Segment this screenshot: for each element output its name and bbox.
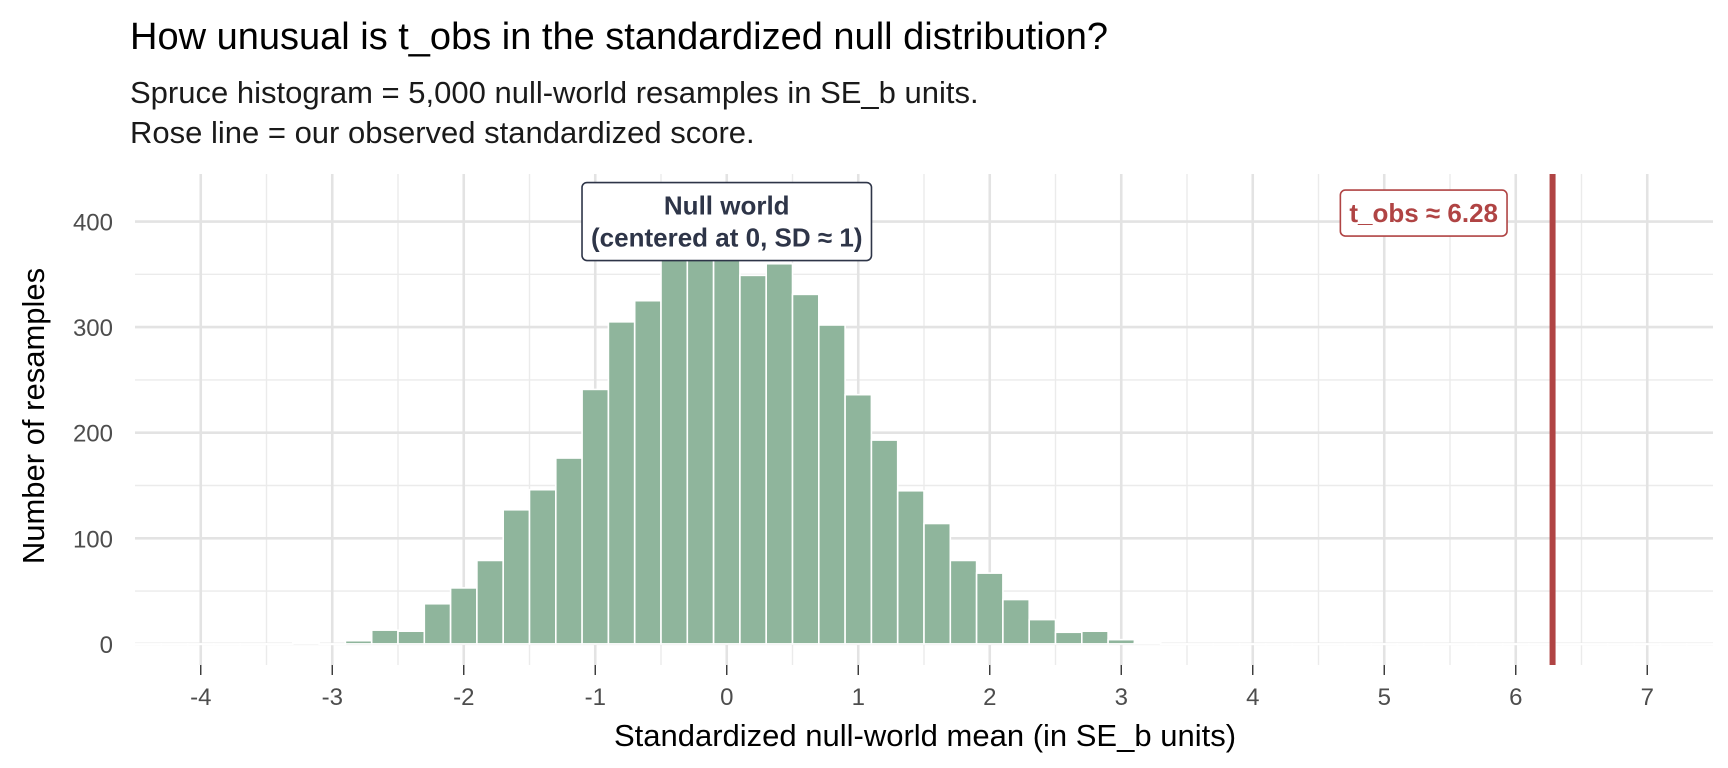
- x-tick-label: 4: [1246, 684, 1259, 711]
- histogram-bar: [896, 489, 925, 645]
- histogram-bar: [1238, 643, 1267, 646]
- annotation-text: t_obs ≈ 6.28: [1349, 198, 1498, 228]
- histogram-bar: [739, 274, 768, 645]
- histogram-bar: [1265, 643, 1294, 646]
- histogram-bar: [1396, 643, 1425, 646]
- histogram-bar: [239, 643, 268, 646]
- y-tick-label: 400: [73, 210, 113, 237]
- histogram-bar: [607, 321, 636, 645]
- histogram-bar: [291, 642, 320, 645]
- histogram-bar: [1633, 643, 1662, 646]
- histogram-bar: [476, 559, 504, 645]
- annotation-box: [581, 181, 873, 262]
- x-tick-label: -3: [322, 684, 343, 711]
- x-tick-label: -1: [585, 684, 606, 711]
- histogram-bar: [1317, 643, 1346, 646]
- null-world-annotation: Null world(centered at 0, SD ≈ 1): [581, 181, 873, 262]
- x-tick-label: 3: [1115, 684, 1128, 711]
- histogram-bar: [712, 194, 741, 645]
- histogram-bars: [134, 194, 1714, 646]
- histogram-bar: [1054, 631, 1083, 645]
- histogram-bar: [502, 508, 531, 645]
- histogram-bar: [1291, 643, 1320, 646]
- x-tick-label: 5: [1378, 684, 1391, 711]
- x-axis-ticks: -4 -3 -2 -1 0 1 2 3 4 5 6 7: [190, 665, 1654, 711]
- annotation-box: [1339, 189, 1508, 237]
- histogram-bar: [160, 643, 189, 646]
- histogram-bar: [581, 388, 610, 645]
- histogram-bar: [1212, 643, 1241, 646]
- y-tick-label: 200: [73, 421, 113, 448]
- histogram-bar: [397, 630, 426, 645]
- histogram-bar: [660, 250, 689, 645]
- histogram-bar: [265, 643, 294, 646]
- chart-subtitle-line-1: Spruce histogram = 5,000 null-world resa…: [130, 75, 979, 110]
- x-tick-label: -2: [453, 684, 474, 711]
- histogram-bar: [791, 293, 820, 645]
- y-tick-label: 100: [73, 526, 113, 553]
- x-tick-label: 7: [1641, 684, 1654, 711]
- histogram-bar: [1659, 643, 1688, 646]
- histogram-bar: [528, 488, 557, 645]
- chart-title: How unusual is t_obs in the standardized…: [130, 16, 1109, 58]
- annotation-text: Null world: [664, 191, 790, 221]
- x-tick-label: 6: [1509, 684, 1522, 711]
- histogram-bar: [633, 299, 662, 645]
- histogram-bar: [949, 559, 978, 645]
- histogram-bar: [344, 639, 373, 645]
- histogram-bar: [1501, 643, 1530, 646]
- histogram-bar: [554, 457, 583, 645]
- histogram-bar: [1107, 638, 1136, 645]
- histogram-bar: [1580, 643, 1609, 646]
- histogram-bar: [765, 262, 794, 645]
- y-tick-label: 0: [100, 632, 113, 659]
- histogram-bar: [186, 643, 215, 646]
- histogram-bar: [1186, 643, 1215, 646]
- histogram-bar: [1028, 618, 1057, 645]
- histogram-bar: [1685, 643, 1714, 646]
- histogram-bar: [817, 324, 846, 645]
- histogram-bar: [1422, 643, 1451, 646]
- y-axis-title: Number of resamples: [16, 268, 51, 564]
- histogram-bar: [1475, 643, 1504, 646]
- histogram-bar: [1002, 598, 1031, 645]
- histogram-bar: [1449, 643, 1478, 646]
- t-obs-annotation: t_obs ≈ 6.28: [1339, 189, 1508, 237]
- y-axis-ticks: 0 100 200 300 400: [73, 210, 113, 659]
- histogram-bar: [1081, 630, 1109, 645]
- x-axis-title: Standardized null-world mean (in SE_b un…: [614, 718, 1236, 753]
- histogram-bar: [1554, 643, 1583, 646]
- x-tick-label: -4: [190, 684, 211, 711]
- histogram-bar: [423, 602, 452, 645]
- histogram-bar: [844, 393, 873, 645]
- annotations: Null world(centered at 0, SD ≈ 1) t_obs ≈…: [581, 181, 1508, 262]
- chart-subtitle-line-2: Rose line = our observed standardized sc…: [130, 115, 755, 150]
- annotation-text: (centered at 0, SD ≈ 1): [591, 223, 862, 253]
- x-tick-label: 0: [720, 684, 733, 711]
- x-tick-label: 1: [852, 684, 865, 711]
- histogram-bar: [1370, 643, 1399, 646]
- histogram-bar: [870, 439, 899, 645]
- histogram-bar: [213, 643, 241, 646]
- histogram-bar: [370, 629, 399, 645]
- y-tick-label: 300: [73, 315, 113, 342]
- histogram-bar: [686, 236, 715, 645]
- histogram-bar: [134, 643, 163, 646]
- histogram-bar: [1607, 643, 1635, 646]
- histogram-bar: [1133, 642, 1162, 645]
- histogram-bar: [449, 587, 478, 645]
- histogram-bar: [1344, 643, 1372, 646]
- histogram-bar: [975, 572, 1004, 645]
- histogram-bar: [318, 643, 347, 646]
- histogram-bar: [1159, 643, 1188, 646]
- histogram-bar: [923, 522, 952, 645]
- x-tick-label: 2: [983, 684, 996, 711]
